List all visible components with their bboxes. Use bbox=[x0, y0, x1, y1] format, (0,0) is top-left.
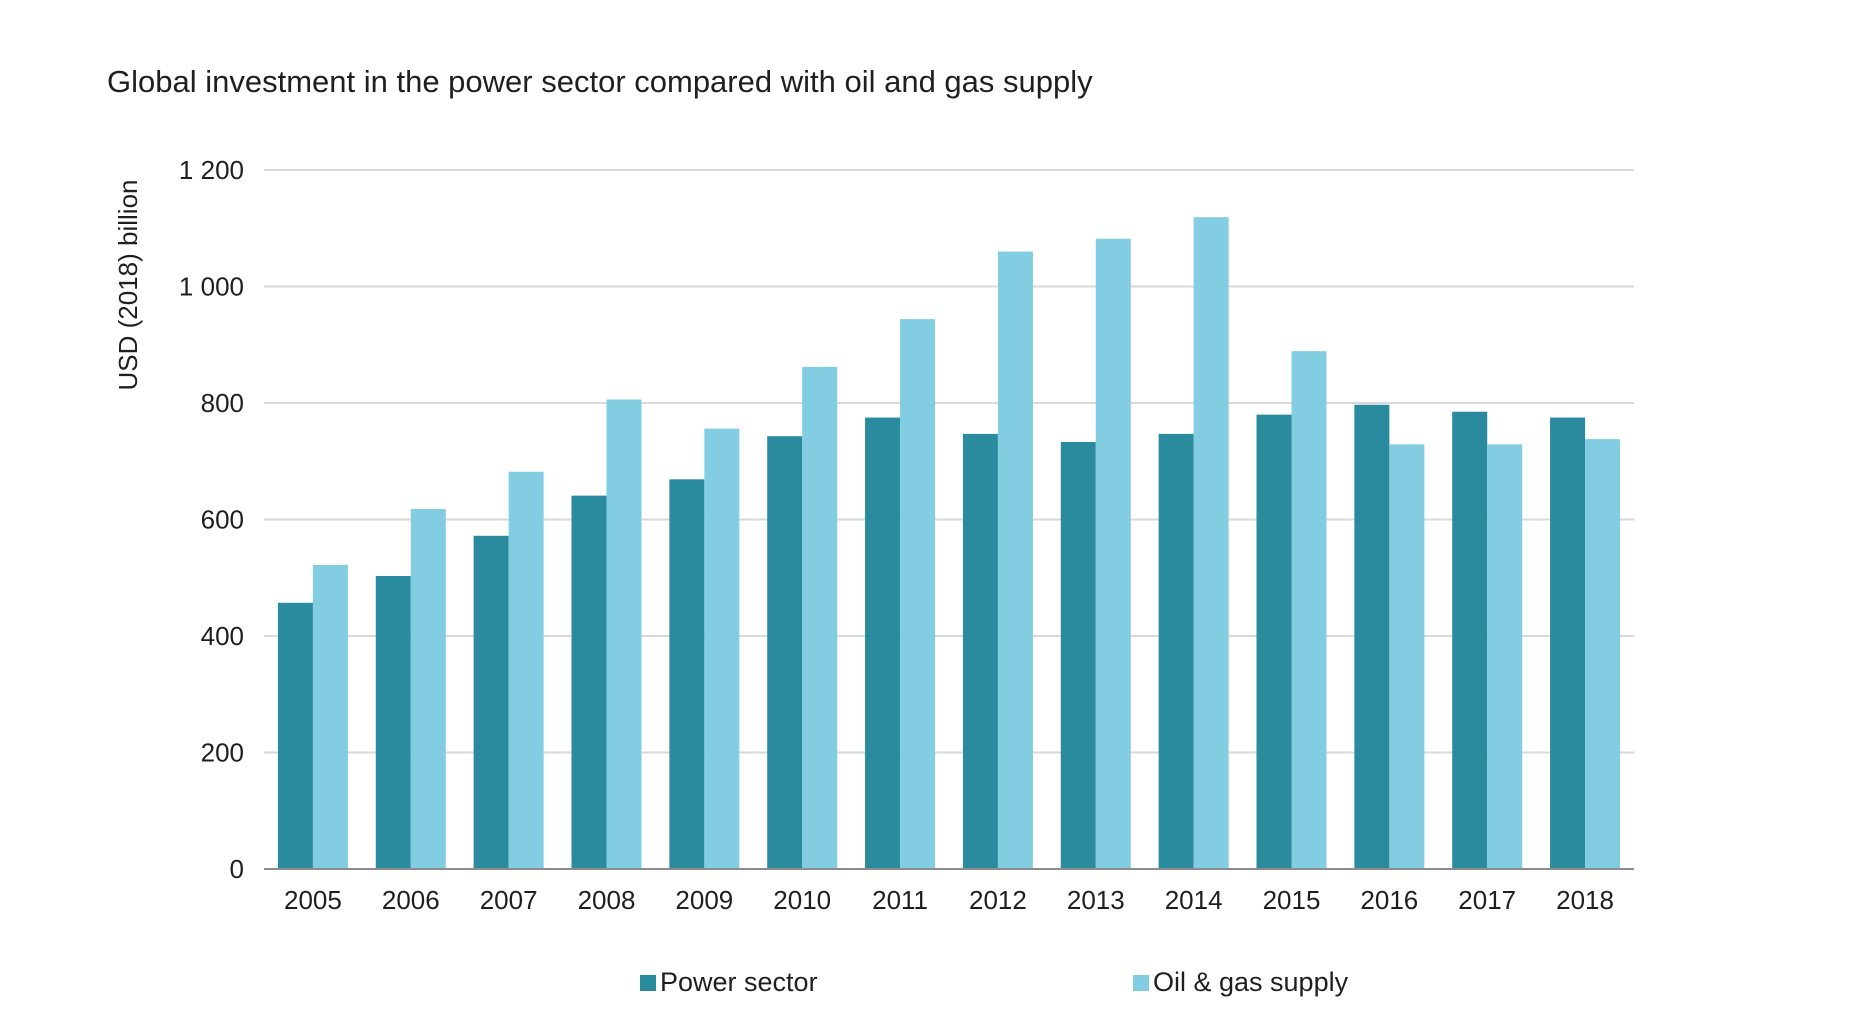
y-tick-label: 800 bbox=[201, 388, 244, 418]
bars bbox=[277, 217, 1621, 870]
bar-power-sector-2007 bbox=[473, 535, 509, 869]
y-axis-ticks: 0 200 400 600 800 1 000 1 200 bbox=[179, 155, 244, 884]
bar-power-sector-2010 bbox=[767, 436, 803, 869]
bar-oil-gas-supply-2005 bbox=[312, 564, 348, 869]
bar-oil-gas-supply-2018 bbox=[1585, 439, 1621, 869]
y-tick-label: 400 bbox=[201, 621, 244, 651]
bar-power-sector-2015 bbox=[1256, 414, 1292, 869]
x-tick-label: 2018 bbox=[1556, 885, 1614, 915]
gridlines bbox=[264, 169, 1634, 754]
x-tick-label: 2014 bbox=[1165, 885, 1223, 915]
legend-label-power-sector: Power sector bbox=[660, 967, 818, 997]
bar-power-sector-2016 bbox=[1354, 404, 1390, 869]
x-tick-label: 2008 bbox=[578, 885, 636, 915]
bar-power-sector-2009 bbox=[669, 479, 705, 869]
bar-oil-gas-supply-2011 bbox=[900, 319, 936, 869]
y-tick-label: 600 bbox=[201, 505, 244, 535]
x-tick-label: 2015 bbox=[1263, 885, 1321, 915]
bar-power-sector-2017 bbox=[1452, 411, 1488, 869]
bar-oil-gas-supply-2009 bbox=[704, 428, 740, 869]
y-axis-label: USD (2018) billion bbox=[113, 180, 143, 391]
bar-oil-gas-supply-2006 bbox=[410, 509, 446, 869]
bar-oil-gas-supply-2017 bbox=[1487, 444, 1523, 869]
x-tick-label: 2009 bbox=[675, 885, 733, 915]
bar-power-sector-2011 bbox=[865, 417, 901, 869]
x-tick-label: 2010 bbox=[773, 885, 831, 915]
x-tick-label: 2013 bbox=[1067, 885, 1125, 915]
bar-oil-gas-supply-2014 bbox=[1193, 217, 1229, 869]
bar-power-sector-2013 bbox=[1060, 442, 1096, 869]
y-tick-label: 1 200 bbox=[179, 155, 244, 185]
bar-oil-gas-supply-2007 bbox=[508, 471, 544, 869]
chart-title: Global investment in the power sector co… bbox=[107, 64, 1093, 99]
x-tick-label: 2006 bbox=[382, 885, 440, 915]
bar-oil-gas-supply-2016 bbox=[1389, 444, 1425, 869]
bar-oil-gas-supply-2013 bbox=[1095, 238, 1131, 870]
bar-power-sector-2018 bbox=[1550, 417, 1586, 869]
x-tick-label: 2011 bbox=[872, 885, 928, 915]
bar-power-sector-2014 bbox=[1158, 433, 1194, 869]
x-axis-ticks: 2005 2006 2007 2008 2009 2010 2011 2012 2013 2014… bbox=[284, 885, 1614, 915]
x-tick-label: 2016 bbox=[1360, 885, 1418, 915]
y-tick-label: 200 bbox=[201, 738, 244, 768]
bar-oil-gas-supply-2015 bbox=[1291, 351, 1327, 870]
y-tick-label: 0 bbox=[230, 854, 244, 884]
legend-swatch-oil-gas-supply bbox=[1133, 975, 1149, 991]
bar-oil-gas-supply-2012 bbox=[997, 251, 1033, 870]
legend-swatch-power-sector bbox=[640, 975, 656, 991]
bar-power-sector-2008 bbox=[571, 495, 607, 869]
x-tick-label: 2007 bbox=[480, 885, 538, 915]
legend-label-oil-gas-supply: Oil & gas supply bbox=[1153, 967, 1349, 997]
x-tick-label: 2017 bbox=[1458, 885, 1516, 915]
y-tick-label: 1 000 bbox=[179, 272, 244, 302]
bar-oil-gas-supply-2008 bbox=[606, 399, 642, 869]
x-tick-label: 2012 bbox=[969, 885, 1027, 915]
x-tick-label: 2005 bbox=[284, 885, 342, 915]
bar-power-sector-2006 bbox=[375, 576, 411, 869]
bar-power-sector-2012 bbox=[962, 433, 998, 869]
bar-power-sector-2005 bbox=[277, 602, 313, 869]
bar-oil-gas-supply-2010 bbox=[802, 366, 838, 869]
legend: Power sector Oil & gas supply bbox=[640, 967, 1349, 997]
